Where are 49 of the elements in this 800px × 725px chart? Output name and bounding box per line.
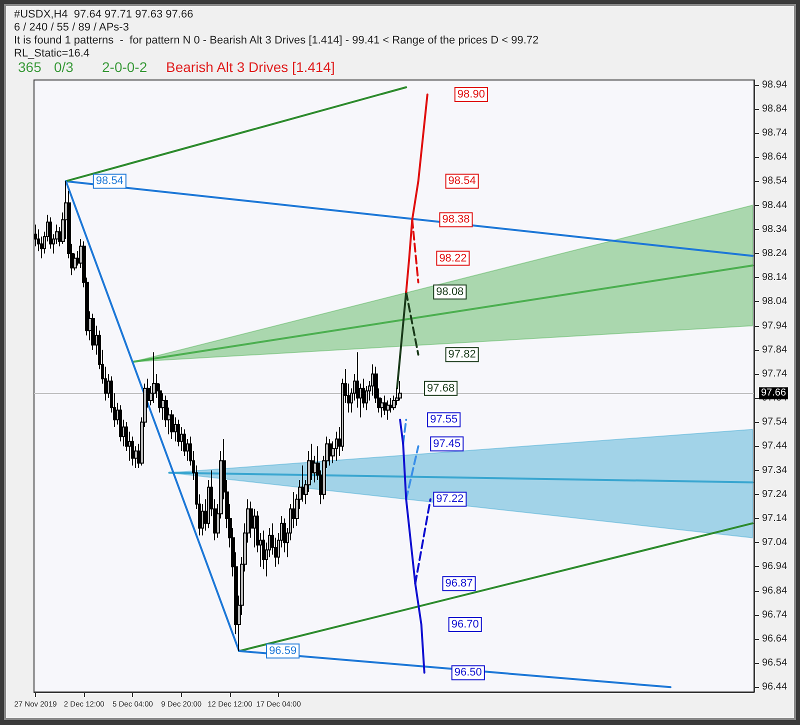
- chart-title: #USDX,H4 97.64 97.71 97.63 97.66: [14, 8, 194, 20]
- annotation: 97.22: [436, 493, 464, 506]
- annotation: 97.68: [427, 382, 455, 394]
- y-tick-label: 96.94: [762, 561, 788, 572]
- y-tick-label: 97.94: [762, 320, 788, 332]
- text: 6 / 240 / 55 / 89 / APs-3: [14, 22, 129, 34]
- text: RL_Static=16.4: [14, 48, 90, 60]
- annotation: 98.54: [448, 175, 476, 188]
- y-tick-label: 97.44: [762, 440, 788, 452]
- annotation: 97.82: [448, 348, 476, 361]
- annotation: 96.70: [451, 618, 479, 631]
- y-tick-label: 96.74: [762, 609, 788, 620]
- text: Bearish Alt 3 Drives [1.414]: [166, 59, 335, 75]
- y-tick-label: 96.64: [762, 633, 788, 644]
- annotation: 97.55: [430, 414, 458, 426]
- y-tick-label: 97.04: [762, 537, 788, 548]
- annotation: 98.22: [439, 252, 467, 264]
- y-tick-label: 97.24: [762, 488, 788, 500]
- annotation: 96.87: [445, 578, 473, 590]
- y-tick-label: 98.94: [762, 79, 788, 90]
- y-tick-label: 97.74: [762, 368, 788, 380]
- y-tick-label: 97.14: [762, 513, 788, 524]
- y-tick-label: 97.84: [762, 344, 788, 356]
- y-tick-label: 98.74: [762, 128, 788, 139]
- annotation: 97.45: [433, 438, 461, 450]
- annotation: 96.50: [454, 666, 482, 679]
- y-tick-label: 98.64: [762, 152, 788, 163]
- text: 0/3: [54, 59, 74, 75]
- y-tick-label: 97.54: [762, 416, 788, 428]
- text: 2-0-0-2: [102, 59, 148, 75]
- annotation: 98.08: [436, 286, 464, 298]
- y-tick-label: 98.54: [762, 176, 788, 187]
- y-tick-label: 96.44: [762, 682, 788, 693]
- y-tick-label: 97.34: [762, 464, 788, 476]
- y-tick-label: 96.54: [762, 658, 788, 669]
- y-tick-label: 96.84: [762, 585, 788, 596]
- y-tick-label: 98.04: [762, 296, 788, 308]
- annotation: 98.90: [457, 88, 485, 100]
- y-tick-label: 98.34: [762, 224, 788, 235]
- annotation: 98.38: [442, 214, 470, 226]
- y-tick-label: 98.44: [762, 200, 788, 211]
- text: 365: [18, 59, 42, 75]
- ref-line-label: 97.66: [761, 388, 786, 399]
- annotation: 98.54: [96, 175, 124, 188]
- y-tick-label: 98.84: [762, 103, 788, 114]
- y-tick-label: 98.24: [762, 248, 788, 259]
- y-tick-label: 98.14: [762, 272, 788, 284]
- text: It is found 1 patterns - for pattern N 0 - Bearish Alt 3 Drives [1.414] - 99.41 < Range of the prices D < 99.72: [14, 34, 539, 46]
- annotation: 96.59: [269, 645, 297, 658]
